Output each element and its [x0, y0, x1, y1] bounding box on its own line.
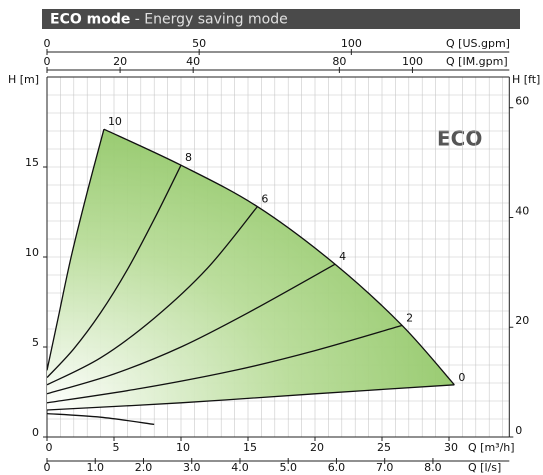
tick-label: 100 — [402, 55, 423, 68]
tick-label: 40 — [186, 55, 200, 68]
tick-label: 5.0 — [279, 461, 297, 474]
tick-label: 20 — [113, 55, 127, 68]
tick-label: 100 — [341, 37, 362, 50]
curve — [46, 164, 182, 379]
y2-tick-label: 0 — [515, 424, 522, 437]
title-rest: - Energy saving mode — [135, 12, 288, 28]
x-tick-label: 25 — [377, 441, 391, 454]
y2-tick-label: 40 — [515, 204, 529, 217]
curve-label: 2 — [406, 311, 413, 324]
operating-area — [47, 129, 455, 410]
tick-label: 0 — [44, 55, 51, 68]
x-axis-label: Q [m³/h] — [468, 441, 515, 454]
axis-label: Q [l/s] — [468, 461, 501, 474]
tick-label: 80 — [332, 55, 346, 68]
curve — [46, 384, 455, 411]
tick-label: 6.0 — [328, 461, 346, 474]
axis-label: Q [US.gpm] — [446, 37, 510, 50]
tick-label: 4.0 — [231, 461, 249, 474]
tick-label: 7.0 — [376, 461, 394, 474]
curve-label: 6 — [261, 193, 268, 206]
title-bold: ECO mode — [50, 12, 130, 28]
y-tick-label: 15 — [25, 156, 39, 169]
y-tick-label: 5 — [32, 336, 39, 349]
y2-tick-label: 60 — [515, 95, 529, 108]
curve — [46, 263, 336, 395]
x-tick-label: 10 — [176, 441, 190, 454]
tick-label: 50 — [192, 37, 206, 50]
tick-label: 3.0 — [183, 461, 201, 474]
tick-label: 0 — [44, 37, 51, 50]
curve-label: 10 — [108, 115, 122, 128]
y-tick-label: 0 — [32, 426, 39, 439]
curve-label: 0 — [458, 371, 465, 384]
curve — [46, 412, 155, 426]
x-tick-label: 0 — [46, 441, 53, 454]
curve — [103, 128, 455, 386]
y-tick-label: 10 — [25, 246, 39, 259]
curve — [46, 324, 403, 404]
tick-label: 1.0 — [86, 461, 104, 474]
chart-title: ECO mode - Energy saving mode — [50, 12, 288, 28]
tick-label: 2.0 — [135, 461, 153, 474]
y-axis-label: H [m] — [8, 73, 39, 86]
annotation: ECO — [437, 127, 482, 151]
curve-label: 4 — [339, 250, 346, 263]
x-tick-label: 20 — [310, 441, 324, 454]
curve — [46, 206, 258, 386]
y2-tick-label: 20 — [515, 314, 529, 327]
title-bar — [42, 9, 520, 29]
curve-label: 8 — [185, 151, 192, 164]
x-tick-label: 30 — [444, 441, 458, 454]
tick-label: 8.0 — [424, 461, 442, 474]
axis-label: Q [IM.gpm] — [446, 55, 508, 68]
y2-axis-label: H [ft] — [512, 73, 540, 86]
curve — [46, 129, 105, 371]
x-tick-label: 5 — [113, 441, 120, 454]
x-tick-label: 15 — [243, 441, 257, 454]
tick-label: 0 — [44, 461, 51, 474]
